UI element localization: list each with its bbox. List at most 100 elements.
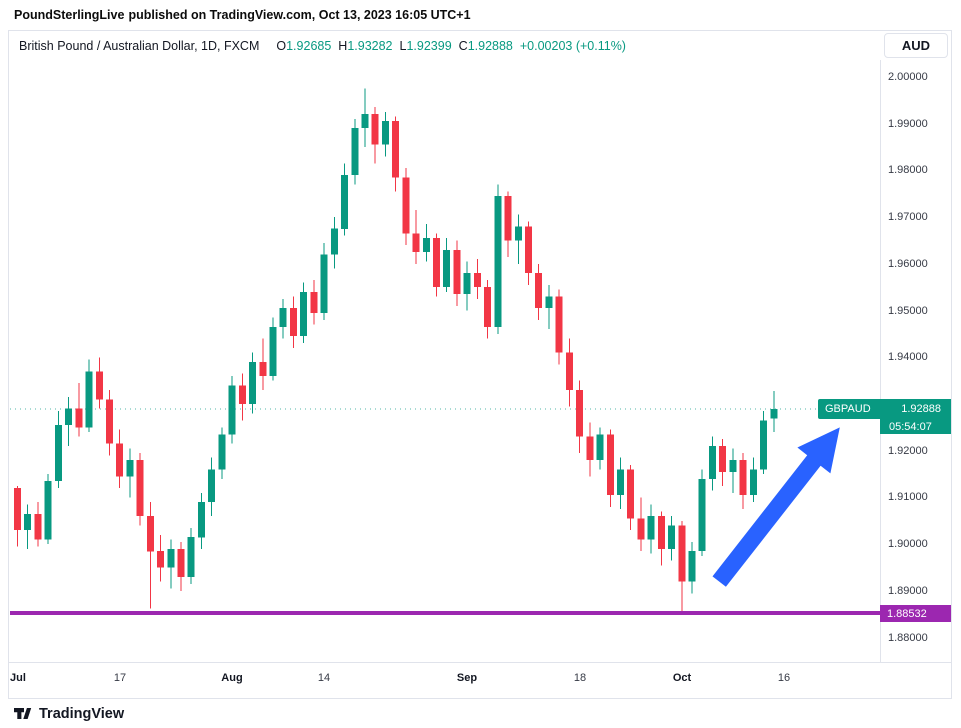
candle-body[interactable]: [34, 513, 42, 540]
candle-body[interactable]: [341, 175, 348, 229]
arrow-annotation[interactable]: [712, 427, 840, 587]
candle-body[interactable]: [65, 408, 73, 426]
symbol-title[interactable]: British Pound / Australian Dollar, 1D, F…: [19, 39, 260, 53]
candle-body[interactable]: [136, 460, 144, 517]
price-badge-row: GBPAUD 1.92888: [818, 399, 951, 419]
candle-body[interactable]: [698, 478, 706, 552]
candle-body[interactable]: [259, 361, 267, 376]
price-axis-label: 1.92000: [888, 445, 928, 457]
candle-body[interactable]: [525, 226, 532, 274]
candle-body[interactable]: [310, 291, 318, 313]
candle-body[interactable]: [729, 460, 737, 472]
tradingview-logo-icon[interactable]: [13, 704, 32, 723]
price-axis-label: 1.95000: [888, 305, 928, 317]
candle-body[interactable]: [330, 228, 338, 255]
price-chart[interactable]: [10, 60, 880, 662]
candle-body[interactable]: [320, 254, 328, 313]
candle-body[interactable]: [545, 296, 553, 309]
candle-body[interactable]: [187, 537, 195, 577]
price-axis-label: 2.00000: [888, 71, 928, 83]
candle-body[interactable]: [402, 177, 410, 234]
candle-body[interactable]: [95, 371, 103, 400]
candle-body[interactable]: [75, 408, 83, 428]
candle-body[interactable]: [198, 502, 205, 538]
candle-body[interactable]: [627, 469, 635, 519]
candle-body[interactable]: [637, 518, 645, 540]
candle-body[interactable]: [44, 481, 52, 540]
price-axis-label: 1.89000: [888, 585, 928, 597]
candle-body[interactable]: [351, 128, 359, 175]
candle-body[interactable]: [433, 238, 440, 288]
close-value: 1.92888: [467, 39, 513, 53]
candle-body[interactable]: [249, 361, 257, 404]
candlestick-canvas[interactable]: [10, 60, 880, 662]
candle-body[interactable]: [116, 443, 124, 477]
candle-body[interactable]: [586, 436, 594, 461]
time-axis[interactable]: Jul 17 Aug 14 Sep 18 Oct 16: [9, 662, 951, 698]
candle-body[interactable]: [565, 352, 573, 390]
candle-body[interactable]: [514, 226, 522, 241]
price-axis-label: 1.99000: [888, 118, 928, 130]
candle-body[interactable]: [167, 548, 175, 568]
candle-body[interactable]: [596, 434, 604, 461]
candle-body[interactable]: [24, 513, 32, 531]
price-axis[interactable]: 2.00000 1.99000 1.98000 1.97000 1.96000 1.950…: [880, 60, 951, 662]
candle-body[interactable]: [381, 121, 389, 145]
candle-body[interactable]: [85, 371, 93, 428]
candle-body[interactable]: [106, 399, 113, 444]
currency-button[interactable]: AUD: [884, 33, 948, 58]
candle-body[interactable]: [719, 446, 727, 472]
candle-body[interactable]: [228, 385, 236, 435]
candle-body[interactable]: [606, 434, 614, 496]
candle-body[interactable]: [463, 273, 471, 295]
candle-body[interactable]: [555, 296, 563, 353]
candle-body[interactable]: [688, 551, 696, 582]
candle-body[interactable]: [576, 390, 584, 437]
candle-body[interactable]: [494, 196, 502, 327]
candle-body[interactable]: [504, 196, 512, 241]
open-value: 1.92685: [286, 39, 332, 53]
time-axis-label: 14: [317, 672, 331, 684]
candle-body[interactable]: [371, 114, 379, 145]
candle-body[interactable]: [54, 425, 62, 482]
tradingview-brand[interactable]: TradingView: [39, 705, 125, 722]
candle-body[interactable]: [300, 291, 308, 337]
candle-body[interactable]: [749, 469, 757, 496]
candle-body[interactable]: [177, 548, 185, 577]
candle-body[interactable]: [14, 488, 21, 531]
price-badge-price: 1.92888: [901, 403, 941, 415]
price-axis-label: 1.94000: [888, 351, 928, 363]
candle-body[interactable]: [392, 121, 400, 178]
candle-body[interactable]: [412, 233, 420, 253]
open-label: O: [276, 39, 287, 53]
candle-body[interactable]: [443, 249, 451, 288]
candle-body[interactable]: [473, 273, 481, 288]
candle-body[interactable]: [208, 469, 216, 503]
candle-body[interactable]: [422, 238, 430, 253]
candle-body[interactable]: [361, 114, 369, 129]
candle-body[interactable]: [157, 551, 165, 568]
time-axis-label: Jul: [10, 672, 26, 684]
candle-body[interactable]: [218, 434, 226, 470]
candle-body[interactable]: [678, 525, 686, 582]
candle-body[interactable]: [289, 308, 297, 337]
candle-body[interactable]: [760, 420, 768, 470]
candle-body[interactable]: [279, 308, 287, 327]
low-label: L: [399, 39, 407, 53]
price-axis-label: 1.96000: [888, 258, 928, 270]
candle-body[interactable]: [617, 469, 624, 496]
candle-body[interactable]: [484, 287, 492, 327]
candle-body[interactable]: [770, 409, 778, 419]
price-axis-label: 1.98000: [888, 164, 928, 176]
candle-body[interactable]: [126, 460, 134, 477]
candle-body[interactable]: [709, 446, 716, 479]
candle-body[interactable]: [453, 249, 461, 295]
candle-body[interactable]: [657, 516, 665, 549]
candle-body[interactable]: [535, 273, 543, 309]
candle-body[interactable]: [146, 516, 154, 552]
candle-body[interactable]: [647, 516, 655, 540]
candle-body[interactable]: [238, 385, 246, 404]
candle-body[interactable]: [739, 460, 747, 496]
candle-body[interactable]: [269, 326, 277, 376]
candle-body[interactable]: [668, 525, 676, 549]
